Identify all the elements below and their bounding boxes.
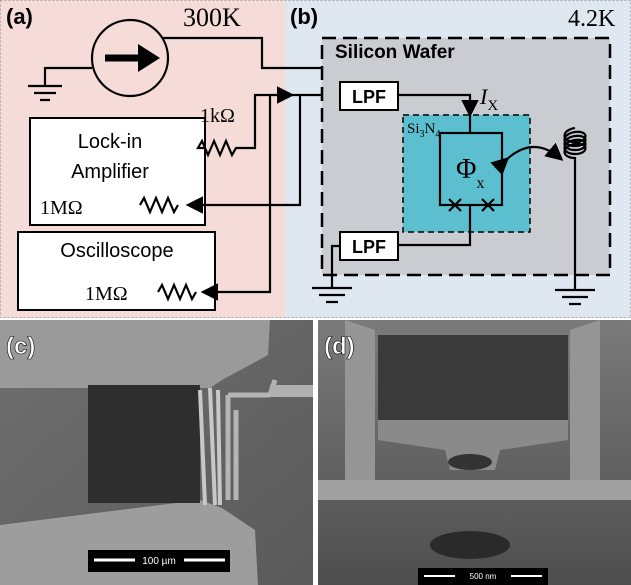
- filter-label: LPF: [352, 237, 386, 257]
- resistor-label: 1MΩ: [85, 283, 128, 305]
- scale-label: 500 nm: [470, 572, 497, 581]
- membrane-part: Si: [407, 121, 420, 137]
- wire: [200, 95, 272, 301]
- sem-constriction: [448, 454, 492, 470]
- ground: [312, 286, 352, 304]
- wafer-label: Silicon Wafer: [335, 42, 455, 63]
- ground: [28, 84, 62, 102]
- sem-leads: [225, 379, 278, 500]
- panel-label: (c): [6, 333, 35, 360]
- membrane-part: N: [425, 121, 436, 137]
- sem-wall: [345, 320, 600, 480]
- coupling-arrow: [490, 142, 564, 176]
- sem-structure: [378, 335, 568, 420]
- current-label: IX: [479, 84, 498, 114]
- resistor: [157, 282, 197, 302]
- wire: [43, 66, 92, 86]
- wire: [185, 95, 302, 214]
- wire: [398, 205, 472, 247]
- resistor-label: 1MΩ: [40, 197, 83, 219]
- flux-subscript: x: [476, 175, 484, 192]
- panel-label: (a): [6, 4, 33, 29]
- sem-hole: [430, 531, 510, 559]
- wire: [196, 86, 295, 158]
- filter-box: [339, 81, 399, 111]
- junctions: [448, 198, 495, 212]
- resistor: [139, 195, 179, 215]
- flux-label: Φx: [456, 154, 484, 192]
- sem-pad: [0, 320, 270, 388]
- current-source: [90, 18, 170, 98]
- panel-label: (b): [290, 4, 318, 29]
- lockin-text: Lock-in: [78, 131, 142, 153]
- membrane-part: 3: [420, 129, 425, 140]
- temperature: 300K: [183, 3, 241, 32]
- membrane-part: 4: [435, 129, 440, 140]
- lockin-text: Amplifier: [71, 161, 149, 183]
- current-subscript: X: [487, 98, 498, 114]
- temperature: 4.2K: [568, 6, 616, 32]
- oscilloscope-text: Oscilloscope: [60, 240, 173, 262]
- sem-lead: [270, 385, 313, 397]
- oscilloscope-box: [17, 231, 216, 311]
- wire: [330, 244, 340, 288]
- scale-box: [88, 550, 230, 572]
- sem-bridge: [378, 420, 568, 470]
- filter-label: LPF: [352, 87, 386, 107]
- scale-label: 100 µm: [142, 556, 176, 567]
- source-arrow-head: [138, 44, 160, 72]
- sem-ledge: [318, 480, 631, 500]
- resistor-label: 1kΩ: [200, 105, 235, 127]
- panel-label: (d): [324, 333, 355, 360]
- current-symbol: I: [479, 84, 489, 109]
- flux-symbol: Φ: [456, 154, 476, 185]
- coil: [563, 126, 587, 290]
- ground: [555, 288, 595, 306]
- scale-box: [418, 568, 548, 585]
- sem-window: [88, 385, 200, 503]
- wire: [398, 93, 479, 118]
- sem-wires: [198, 387, 222, 506]
- membrane-label: Si3N4: [407, 121, 440, 140]
